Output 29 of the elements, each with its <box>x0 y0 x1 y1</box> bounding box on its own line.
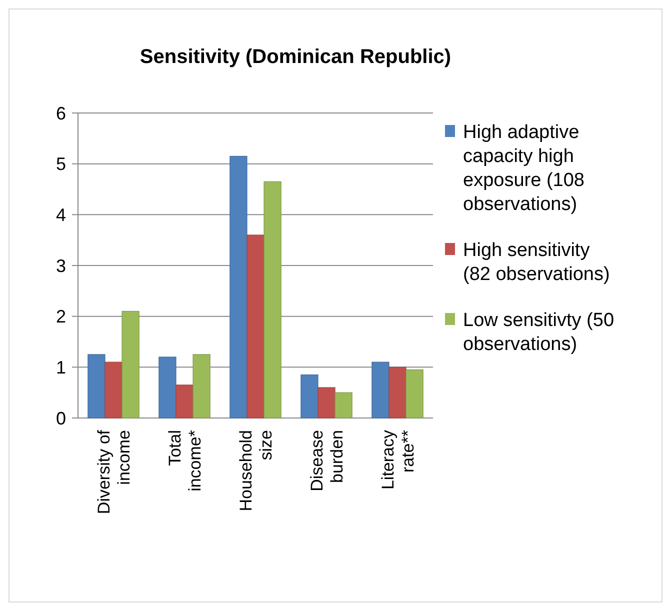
y-tick-label: 2 <box>56 306 66 327</box>
bar <box>372 362 390 418</box>
chart-title: Sensitivity (Dominican Republic) <box>140 46 452 68</box>
legend-label: Low sensitivty (50 observations) <box>463 310 614 355</box>
bar <box>264 181 282 418</box>
bar <box>230 156 248 418</box>
legend-label: High sensitivity (82 observations) <box>463 240 610 285</box>
y-tick-label: 4 <box>56 204 66 225</box>
y-tick-label: 5 <box>56 154 66 174</box>
x-tick-label: Diversity of income <box>94 430 134 514</box>
bar <box>176 384 194 418</box>
bar <box>300 374 318 418</box>
y-tick-label: 0 <box>56 408 66 428</box>
bar <box>318 387 336 418</box>
bar <box>158 356 176 418</box>
y-tick-label: 6 <box>56 103 66 124</box>
bar <box>406 369 424 418</box>
bar <box>104 362 122 418</box>
y-tick-label: 1 <box>56 357 66 378</box>
y-tick-label: 3 <box>56 256 66 276</box>
x-tick-label: Household size <box>236 430 276 512</box>
legend-label: High adaptive capacity high exposure (108 observations) <box>463 122 584 215</box>
bar <box>246 234 264 418</box>
bar <box>88 354 106 418</box>
bar <box>334 392 352 418</box>
bar <box>388 366 406 418</box>
x-tick-label: Literacy rate** <box>378 430 418 490</box>
bar <box>122 310 140 418</box>
bar <box>192 354 210 418</box>
